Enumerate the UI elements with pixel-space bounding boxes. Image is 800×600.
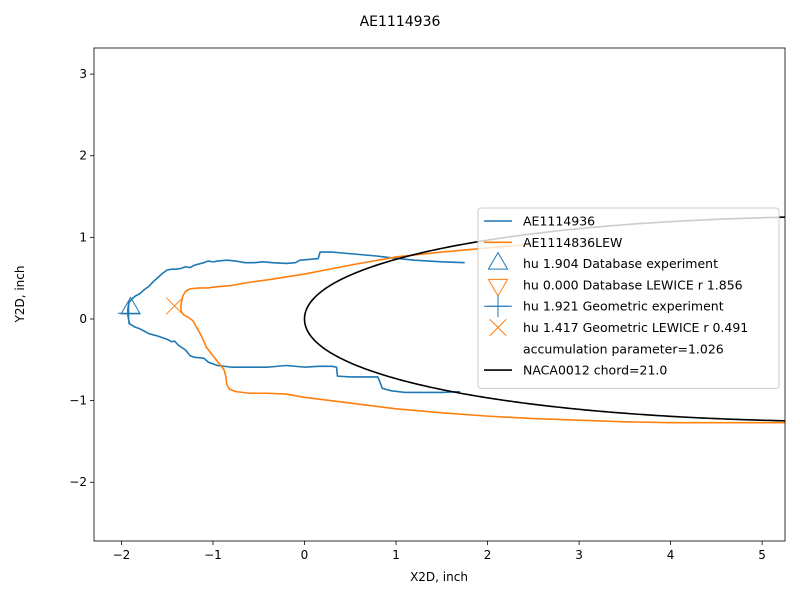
x-tick-label: −2 [113, 548, 131, 562]
legend-label: hu 1.417 Geometric LEWICE r 0.491 [523, 320, 748, 335]
series-1-line [180, 243, 785, 424]
series-2-marker [120, 296, 142, 315]
y-axis-label: Y2D, inch [13, 266, 27, 324]
legend-marker-swatch [489, 318, 507, 337]
legend-label: hu 1.921 Geometric experiment [523, 299, 724, 314]
legend-marker-swatch [487, 251, 509, 270]
legend-label: hu 0.000 Database LEWICE r 1.856 [523, 277, 743, 292]
legend-box [477, 207, 780, 389]
x-tick-label: 1 [392, 548, 400, 562]
x-tick-label: 0 [301, 548, 309, 562]
y-tick-label: −1 [69, 394, 87, 408]
y-tick-label: 3 [79, 67, 87, 81]
x-tick-label: −1 [204, 548, 222, 562]
chart-title: AE1114936 [360, 14, 441, 30]
axes-frame [93, 47, 786, 542]
series-0-line [127, 251, 465, 394]
y-tick-label: −2 [69, 475, 87, 489]
legend-marker-swatch [487, 295, 509, 318]
series-4-marker [117, 302, 140, 325]
legend-label: AE1114836LEW [523, 235, 622, 250]
x-axis: −2 −1 0 1 2 3 4 5 [113, 541, 766, 562]
x-tick-label: 4 [667, 548, 675, 562]
x-axis-label: X2D, inch [410, 570, 468, 584]
series-5-marker [165, 297, 184, 315]
legend-label: NACA0012 chord=21.0 [523, 363, 667, 378]
y-tick-label: 0 [79, 312, 87, 326]
y-tick-label: 2 [79, 149, 87, 163]
y-axis: −2 −1 0 1 2 3 [69, 67, 94, 489]
legend-marker-swatch [487, 278, 509, 297]
legend-label: AE1114936 [523, 214, 595, 229]
legend-label: hu 1.904 Database experiment [523, 256, 718, 271]
x-tick-label: 5 [758, 548, 766, 562]
legend-label: accumulation parameter=1.026 [523, 341, 724, 356]
legend: AE1114936 AE1114836LEW hu 1.904 Database e… [477, 207, 780, 389]
y-tick-label: 1 [79, 230, 87, 244]
x-tick-label: 3 [575, 548, 583, 562]
plot-area [93, 47, 786, 542]
x-tick-label: 2 [484, 548, 492, 562]
